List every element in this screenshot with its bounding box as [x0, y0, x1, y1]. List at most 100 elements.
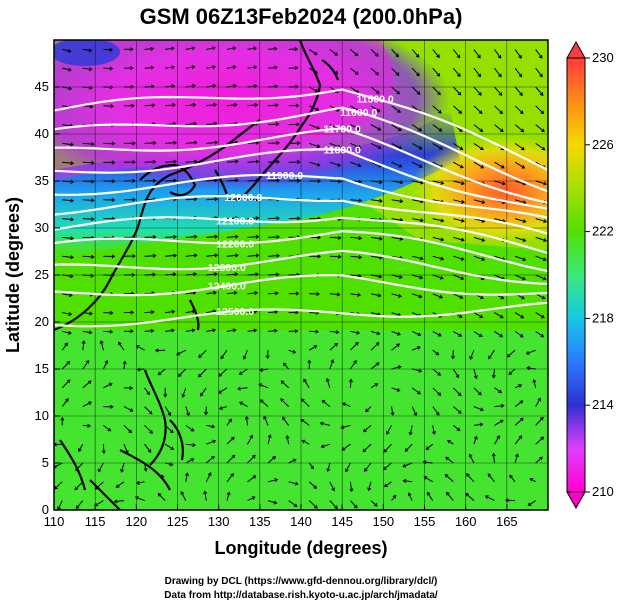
colorbar-tick-label: 226 — [592, 137, 614, 152]
wind-arrow — [308, 345, 318, 351]
wind-arrow — [103, 66, 114, 71]
wind-arrow — [453, 180, 465, 186]
wind-arrow — [488, 349, 495, 360]
wind-arrow — [535, 218, 548, 223]
wind-arrow — [268, 216, 280, 221]
wind-arrow — [447, 439, 454, 445]
wind-arrow — [247, 496, 256, 502]
wind-arrow — [144, 443, 152, 453]
wind-arrow — [103, 382, 113, 389]
x-tick-label: 110 — [44, 514, 65, 529]
wind-arrow — [432, 293, 443, 299]
wind-arrow — [348, 378, 353, 388]
wind-arrow — [62, 142, 75, 147]
wind-arrow — [345, 462, 351, 473]
wind-arrow — [165, 328, 175, 333]
wind-arrow — [309, 291, 320, 297]
colorbar-bottom-arrow — [566, 491, 586, 510]
wind-arrow — [226, 102, 238, 107]
wind-arrow — [285, 434, 290, 445]
y-tick-label: 35 — [35, 173, 49, 188]
wind-arrow — [103, 310, 114, 315]
wind-arrow — [514, 199, 527, 205]
wind-arrow — [205, 455, 215, 464]
wind-arrow — [226, 454, 236, 464]
wind-arrow — [115, 481, 125, 488]
wind-arrow — [144, 235, 157, 240]
wind-arrow — [184, 472, 189, 482]
wind-arrow — [535, 236, 548, 242]
wind-arrow — [62, 311, 73, 316]
wind-arrow — [247, 216, 260, 221]
wind-arrow — [205, 472, 212, 483]
wind-arrow — [494, 180, 506, 186]
wind-arrow — [445, 456, 454, 464]
wind-arrow — [226, 328, 237, 333]
y-tick-label: 45 — [35, 79, 49, 94]
wind-arrow — [308, 500, 318, 509]
wind-arrow — [491, 368, 496, 379]
wind-arrow — [309, 142, 321, 149]
colorbar-tick-label: 222 — [592, 224, 614, 239]
wind-arrow — [329, 342, 338, 351]
wind-arrow — [206, 65, 217, 70]
wind-arrow — [473, 199, 486, 205]
wind-arrow — [473, 312, 484, 319]
wind-arrow — [185, 442, 197, 448]
wind-arrow — [206, 234, 219, 239]
colorbar-tick-label: 214 — [592, 397, 614, 412]
wind-arrow — [453, 142, 464, 150]
x-tick-label: 135 — [249, 514, 271, 529]
wind-arrow — [350, 341, 359, 351]
wind-arrow — [535, 49, 543, 59]
wind-arrow — [535, 67, 543, 78]
wind-arrow — [329, 235, 342, 240]
wind-arrow — [164, 443, 175, 450]
wind-arrow — [408, 425, 413, 436]
wind-arrow — [300, 398, 310, 407]
wind-arrow — [123, 406, 134, 412]
wind-arrow — [350, 67, 359, 75]
wind-arrow — [535, 330, 545, 338]
wind-arrow — [329, 161, 342, 167]
wind-arrow — [185, 102, 197, 107]
wind-arrow — [411, 293, 423, 299]
x-axis: 110 115 120 125 130 135 140 145 150 155 160 165 — [44, 504, 518, 529]
wind-arrow — [411, 142, 423, 150]
wind-arrow — [226, 290, 238, 295]
wind-arrow — [391, 365, 402, 370]
wind-arrow — [329, 500, 338, 510]
chart-title: GSM 06Z13Feb2024 (200.0hPa) — [140, 4, 463, 29]
wind-arrow — [391, 49, 400, 58]
wind-arrow — [263, 415, 269, 426]
wind-arrow — [370, 293, 382, 298]
wind-arrow — [62, 330, 72, 335]
wind-arrow — [383, 443, 392, 453]
wind-arrow — [391, 67, 400, 76]
wind-arrow — [412, 255, 424, 261]
wind-arrow — [529, 478, 536, 483]
wind-arrow — [200, 387, 207, 397]
wind-arrow — [288, 65, 299, 70]
x-tick-label: 130 — [208, 514, 230, 529]
wind-arrow — [452, 105, 463, 114]
wind-arrow — [103, 425, 112, 432]
contour-label: 12400.0 — [208, 281, 246, 293]
wind-arrow — [391, 494, 397, 501]
wind-arrow — [144, 387, 150, 396]
contour-label: 11800.0 — [323, 145, 361, 157]
wind-arrow — [185, 46, 196, 51]
wind-arrow — [185, 159, 198, 164]
wind-arrow — [340, 424, 351, 430]
wind-arrow — [473, 236, 486, 242]
wind-arrow — [206, 197, 219, 202]
wind-arrow — [370, 236, 383, 241]
wind-arrow — [82, 160, 95, 165]
x-tick-label: 160 — [455, 514, 477, 529]
field-blue-patch — [54, 40, 120, 66]
wind-arrow — [514, 384, 523, 389]
wind-arrow — [288, 458, 297, 464]
height-contour — [54, 230, 548, 273]
wind-arrow — [473, 422, 484, 427]
wind-arrow — [452, 406, 462, 414]
